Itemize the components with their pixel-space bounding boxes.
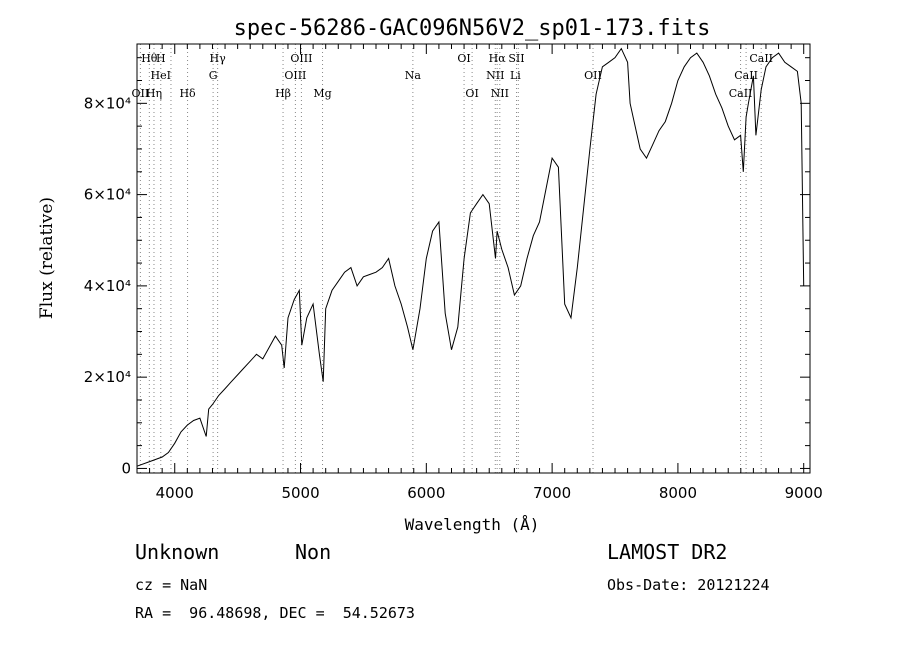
line-annotation: OI	[465, 87, 478, 100]
object-subclass: Non	[295, 540, 332, 564]
redshift-text: cz = NaN	[135, 576, 208, 594]
line-annotation: OII	[132, 87, 150, 100]
x-tick-label: 4000	[156, 484, 194, 502]
line-annotation: H	[156, 52, 166, 65]
x-axis-ticks: 4000 5000 6000 7000 8000 9000	[149, 44, 823, 502]
line-annotation: Hβ	[275, 87, 291, 100]
line-annotation: OIII	[290, 52, 312, 65]
line-annotation: G	[209, 69, 218, 82]
line-annotation: OIII	[284, 69, 306, 82]
line-annotation: Hγ	[210, 52, 227, 65]
y-tick-label: 8×10⁴	[84, 94, 131, 112]
obs-date-text: Obs-Date: 20121224	[607, 576, 770, 594]
survey-label: LAMOST DR2	[607, 540, 728, 564]
object-class: Unknown	[135, 540, 220, 564]
y-tick-label: 2×10⁴	[84, 368, 131, 386]
x-tick-label: 7000	[533, 484, 571, 502]
line-annotation: SII	[508, 52, 524, 65]
line-marker-group	[139, 44, 762, 473]
line-annotation: Li	[510, 69, 521, 82]
x-tick-label: 5000	[281, 484, 319, 502]
x-tick-label: 6000	[407, 484, 445, 502]
line-annotation: NII	[486, 69, 504, 82]
y-axis-ticks: 0 2×10⁴ 4×10⁴ 6×10⁴ 8×10⁴	[84, 57, 810, 477]
line-annotation: Hα	[489, 52, 507, 65]
line-annotation: Hθ	[141, 52, 158, 65]
line-annotation: Hη	[146, 87, 162, 100]
x-axis-label: Wavelength (Å)	[405, 515, 540, 534]
y-tick-label: 6×10⁴	[84, 186, 131, 204]
plot-frame	[136, 43, 811, 474]
line-annotation: Mg	[313, 87, 331, 100]
line-annotation: CaII	[729, 87, 753, 100]
line-annotation: Hδ	[179, 87, 196, 100]
line-annotation: HeI	[151, 69, 171, 82]
line-annotation: OI	[457, 52, 470, 65]
spectrum-series-line	[136, 47, 805, 467]
line-annotation: CaII	[749, 52, 773, 65]
line-annotation: OII	[584, 69, 602, 82]
y-axis-label: Flux (relative)	[37, 197, 57, 319]
line-annotation: NII	[491, 87, 509, 100]
y-tick-label: 4×10⁴	[84, 277, 131, 295]
line-annotation: CaII	[734, 69, 758, 82]
x-tick-label: 9000	[785, 484, 823, 502]
line-annotation: Na	[405, 69, 422, 82]
y-tick-label: 0	[121, 459, 131, 477]
chart-title: spec-56286-GAC096N56V2_sp01-173.fits	[234, 16, 711, 41]
x-tick-label: 8000	[659, 484, 697, 502]
coords-text: RA = 96.48698, DEC = 54.52673	[135, 604, 415, 622]
